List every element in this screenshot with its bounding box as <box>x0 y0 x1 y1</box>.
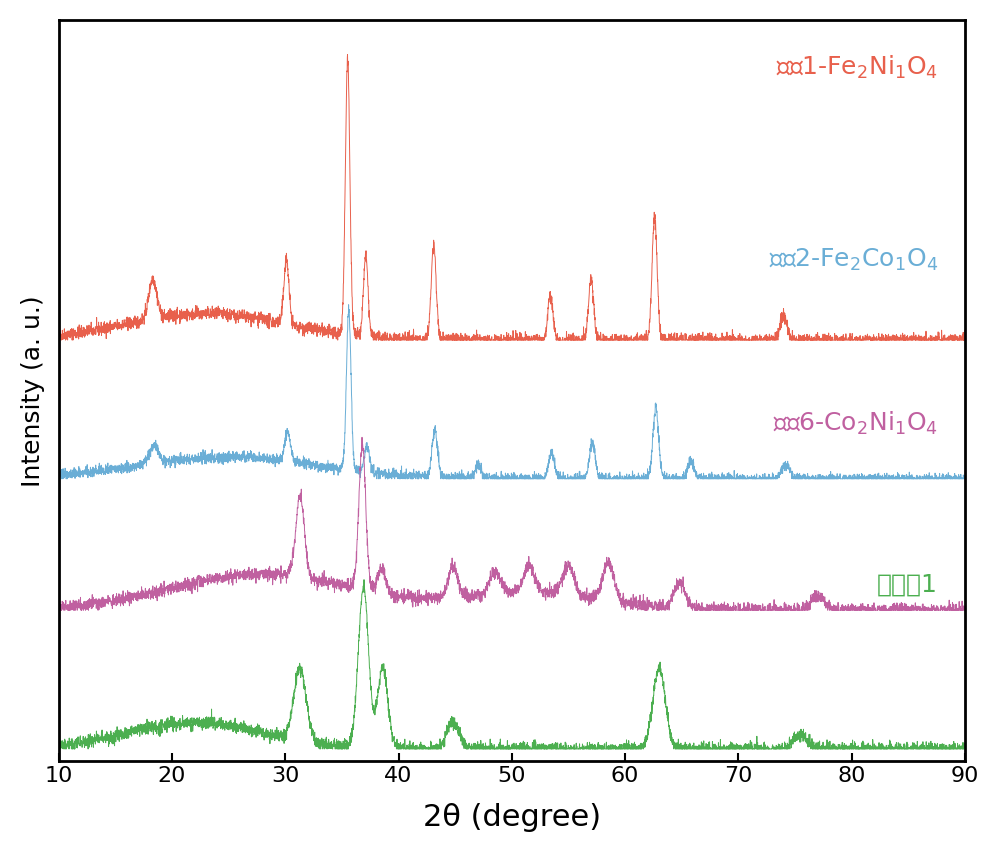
X-axis label: 2θ (degree): 2θ (degree) <box>423 803 601 832</box>
Text: 对比1-Fe$_2$Ni$_1$O$_4$: 对比1-Fe$_2$Ni$_1$O$_4$ <box>776 55 938 81</box>
Text: 实施她1: 实施她1 <box>877 572 938 596</box>
Text: 对比6-Co$_2$Ni$_1$O$_4$: 对比6-Co$_2$Ni$_1$O$_4$ <box>773 409 938 436</box>
Y-axis label: Intensity (a. u.): Intensity (a. u.) <box>21 295 45 486</box>
Text: 对比2-Fe$_2$Co$_1$O$_4$: 对比2-Fe$_2$Co$_1$O$_4$ <box>769 246 938 273</box>
